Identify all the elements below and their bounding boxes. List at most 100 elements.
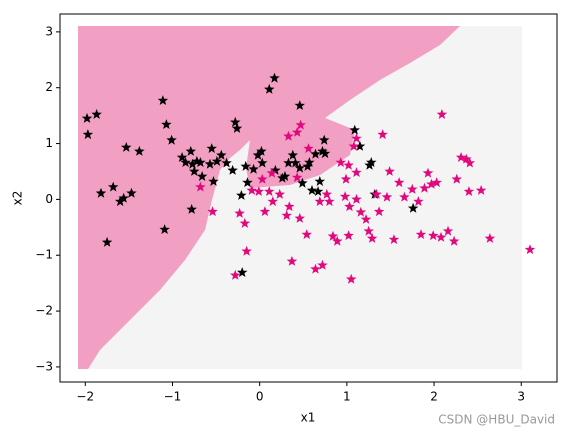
- point: [195, 181, 206, 192]
- point: [373, 206, 385, 217]
- point: [314, 196, 326, 207]
- point: [195, 157, 206, 167]
- point: [291, 126, 303, 137]
- point: [166, 134, 177, 145]
- point: [464, 157, 475, 168]
- point: [431, 177, 442, 188]
- point: [81, 112, 93, 123]
- point: [283, 157, 294, 168]
- point: [363, 225, 374, 236]
- point: [186, 203, 197, 214]
- point: [366, 233, 378, 243]
- watermark: CSDN @HBU_David: [438, 413, 555, 427]
- point: [234, 207, 245, 218]
- x-tick-label: 0: [256, 390, 264, 404]
- point: [339, 191, 351, 202]
- y-tick-label: 0: [45, 192, 53, 206]
- point: [484, 233, 496, 243]
- point: [335, 157, 346, 167]
- point: [407, 202, 419, 213]
- point: [290, 157, 301, 168]
- point: [159, 224, 170, 234]
- y-tick-label: −2: [35, 304, 53, 318]
- point: [259, 206, 271, 217]
- point: [266, 167, 278, 178]
- point: [428, 230, 439, 241]
- point: [377, 129, 388, 140]
- point: [211, 155, 223, 166]
- point: [351, 167, 362, 177]
- point: [240, 160, 251, 171]
- point: [344, 201, 355, 212]
- point: [310, 148, 321, 159]
- point: [448, 235, 460, 246]
- point: [270, 164, 281, 175]
- point: [242, 177, 253, 188]
- point: [239, 217, 251, 228]
- point: [284, 201, 295, 212]
- plot-area: [81, 72, 536, 284]
- x-axis-label: x1: [301, 411, 316, 425]
- point: [321, 188, 332, 199]
- point: [343, 230, 354, 241]
- point: [237, 267, 248, 277]
- point: [230, 269, 241, 280]
- point: [407, 183, 418, 194]
- x-tick-label: 3: [517, 390, 525, 404]
- point: [287, 149, 298, 160]
- point: [295, 119, 306, 130]
- x-tick-label: −2: [76, 390, 94, 404]
- point: [126, 187, 137, 198]
- point: [241, 245, 252, 256]
- point: [351, 193, 362, 204]
- point: [349, 124, 360, 135]
- point: [294, 212, 305, 223]
- point: [291, 172, 303, 183]
- point: [216, 149, 227, 160]
- point: [384, 166, 395, 176]
- point: [279, 171, 291, 181]
- point: [346, 273, 357, 284]
- point: [381, 191, 393, 202]
- y-tick-label: 2: [45, 80, 53, 94]
- point: [426, 178, 437, 189]
- point: [413, 196, 424, 207]
- point: [269, 72, 280, 83]
- point: [95, 187, 107, 198]
- point: [236, 190, 247, 200]
- y-tick-label: −3: [35, 359, 53, 373]
- point: [422, 167, 434, 178]
- point: [91, 109, 102, 119]
- point: [157, 95, 169, 105]
- y-tick-label: 1: [45, 136, 53, 150]
- point: [317, 145, 328, 156]
- point: [461, 153, 472, 164]
- point: [256, 145, 267, 156]
- point: [393, 177, 405, 188]
- point: [204, 158, 216, 169]
- point: [227, 164, 238, 175]
- point: [264, 186, 275, 196]
- point: [264, 83, 275, 94]
- point: [436, 109, 448, 119]
- point: [324, 196, 335, 207]
- point: [524, 244, 536, 255]
- point: [267, 196, 278, 207]
- decision-region: [78, 26, 460, 369]
- point: [343, 159, 354, 170]
- point: [371, 188, 382, 199]
- point: [463, 186, 475, 196]
- point: [388, 234, 400, 245]
- point: [246, 185, 258, 195]
- point: [206, 143, 217, 153]
- point: [310, 263, 321, 274]
- point: [281, 210, 292, 220]
- point: [230, 116, 241, 127]
- y-tick-label: 3: [45, 24, 53, 38]
- point: [475, 185, 487, 195]
- point: [108, 181, 119, 192]
- point: [297, 177, 308, 188]
- x-tick-label: 1: [343, 390, 351, 404]
- point: [340, 173, 352, 184]
